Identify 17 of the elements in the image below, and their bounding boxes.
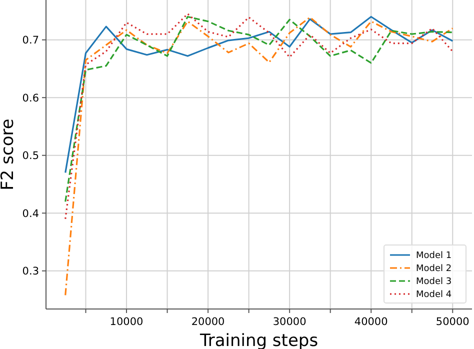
y-tick-label: 0.6 (22, 92, 40, 104)
y-tick-label: 0.4 (22, 208, 40, 220)
y-axis-title: F2 score (0, 118, 18, 190)
y-tick-label: 0.3 (22, 266, 39, 278)
x-tick-label: 40000 (354, 316, 388, 328)
line-series (64, 16, 454, 296)
legend-label: Model 2 (416, 264, 452, 274)
x-tick-label: 50000 (436, 316, 470, 328)
y-tick-label: 0.7 (22, 34, 39, 47)
y-tick-label: 0.5 (22, 150, 39, 162)
legend-label: Model 3 (416, 277, 452, 288)
line-series (64, 16, 454, 174)
legend-label: Model 4 (416, 290, 452, 300)
x-tick-label: 10000 (110, 316, 144, 328)
legend-label: Model 1 (416, 251, 452, 262)
x-tick-label: 30000 (272, 316, 306, 328)
x-tick-label: 20000 (191, 316, 225, 328)
